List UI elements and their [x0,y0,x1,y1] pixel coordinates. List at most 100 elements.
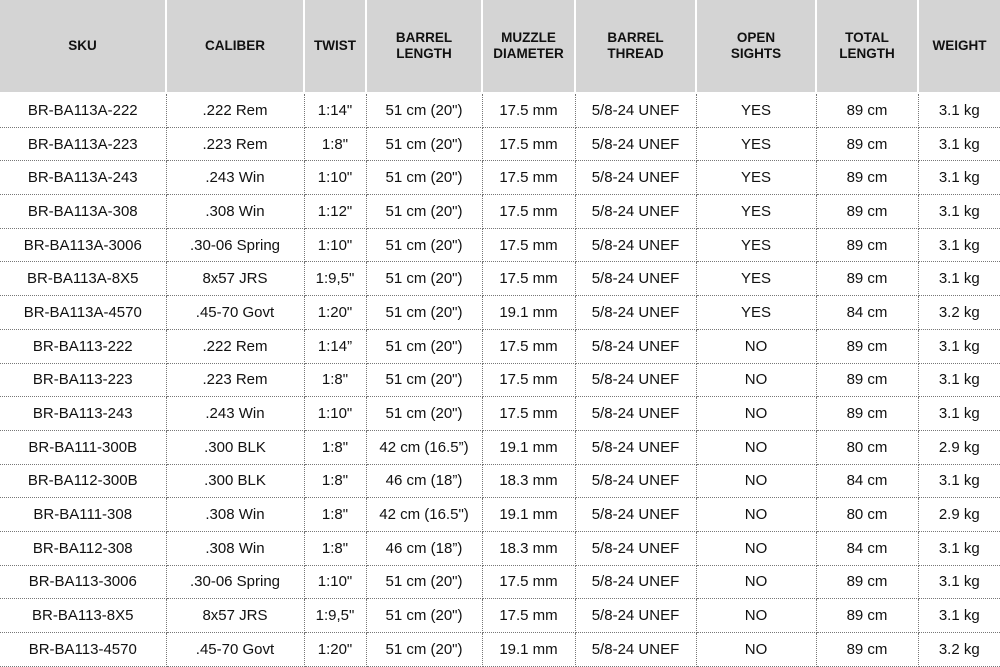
cell-total-length: 89 cm [816,396,919,431]
cell-weight: 3.1 kg [918,160,1000,196]
cell-twist: 1:10" [304,565,367,600]
cell-muzzle-diameter: 17.5 mm [482,93,576,128]
cell-barrel-length: 51 cm (20") [366,565,483,600]
cell-caliber: .223 Rem [166,363,305,398]
cell-total-length: 89 cm [816,228,919,263]
cell-weight: 3.1 kg [918,93,1000,128]
cell-muzzle-diameter: 17.5 mm [482,194,576,229]
cell-barrel-length: 51 cm (20") [366,93,483,128]
cell-sku: BR-BA113-243 [0,396,167,431]
cell-sku: BR-BA113-3006 [0,565,167,600]
cell-caliber: .222 Rem [166,93,305,128]
cell-weight: 3.1 kg [918,565,1000,600]
cell-barrel-length: 51 cm (20") [366,396,483,431]
cell-open-sights: NO [696,632,817,667]
cell-total-length: 84 cm [816,464,919,499]
cell-open-sights: NO [696,531,817,566]
cell-open-sights: YES [696,228,817,263]
cell-barrel-length: 51 cm (20") [366,261,483,297]
cell-total-length: 89 cm [816,261,919,297]
cell-caliber: .308 Win [166,531,305,566]
table-row: BR-BA113-222.222 Rem 1:14” 51 cm (20") 17.5… [0,329,1000,364]
cell-open-sights: NO [696,464,817,499]
cell-muzzle-diameter: 17.5 mm [482,127,576,162]
cell-open-sights: YES [696,127,817,162]
cell-muzzle-diameter: 18.3 mm [482,531,576,566]
cell-open-sights: YES [696,261,817,297]
header-open-sights: OPEN SIGHTS [696,0,817,94]
header-caliber: CALIBER [166,0,305,94]
cell-barrel-thread: 5/8-24 UNEF [575,127,697,162]
cell-twist: 1:10" [304,396,367,431]
cell-barrel-length: 51 cm (20") [366,632,483,667]
cell-total-length: 89 cm [816,329,919,364]
cell-sku: BR-BA113A-243 [0,160,167,196]
cell-total-length: 84 cm [816,295,919,330]
cell-sku: BR-BA111-300B [0,430,167,465]
cell-caliber: .30-06 Spring [166,565,305,600]
cell-weight: 3.1 kg [918,396,1000,431]
cell-twist: 1:8" [304,464,367,499]
table-row: BR-BA113A-4570.45-70 Govt 1:20" 51 cm (20"… [0,295,1000,330]
cell-caliber: .30-06 Spring [166,228,305,263]
cell-caliber: .243 Win [166,160,305,196]
cell-twist: 1:8" [304,497,367,532]
cell-barrel-length: 51 cm (20") [366,598,483,633]
cell-sku: BR-BA113A-8X5 [0,261,167,297]
cell-total-length: 89 cm [816,127,919,162]
cell-caliber: 8x57 JRS [166,261,305,297]
cell-barrel-length: 51 cm (20") [366,295,483,330]
cell-sku: BR-BA113A-3006 [0,228,167,263]
header-weight: WEIGHT [918,0,1000,94]
cell-caliber: .308 Win [166,497,305,532]
cell-total-length: 89 cm [816,565,919,600]
table-row: BR-BA113A-223.223 Rem 1:8" 51 cm (20") 17.5… [0,127,1000,162]
cell-total-length: 89 cm [816,160,919,196]
cell-sku: BR-BA113A-308 [0,194,167,229]
table-row: BR-BA112-300B .300 BLK 1:8" 46 cm (18”) 18.3… [0,464,1000,499]
cell-sku: BR-BA113-223 [0,363,167,398]
cell-weight: 3.1 kg [918,464,1000,499]
cell-barrel-length: 42 cm (16.5") [366,497,483,532]
cell-barrel-thread: 5/8-24 UNEF [575,497,697,532]
cell-sku: BR-BA113A-222 [0,93,167,128]
cell-twist: 1:14” [304,329,367,364]
cell-muzzle-diameter: 19.1 mm [482,430,576,465]
cell-barrel-thread: 5/8-24 UNEF [575,598,697,633]
cell-muzzle-diameter: 17.5 mm [482,363,576,398]
table-row: BR-BA113A-3006.30-06 Spring 1:10" 51 cm (2… [0,228,1000,263]
cell-twist: 1:20" [304,632,367,667]
cell-open-sights: YES [696,194,817,229]
cell-barrel-thread: 5/8-24 UNEF [575,430,697,465]
cell-twist: 1:8" [304,531,367,566]
cell-twist: 1:9,5" [304,261,367,297]
cell-barrel-thread: 5/8-24 UNEF [575,93,697,128]
cell-sku: BR-BA111-308 [0,497,167,532]
cell-open-sights: NO [696,396,817,431]
header-muzzle-diameter: MUZZLE DIAMETER [482,0,576,94]
cell-weight: 3.1 kg [918,194,1000,229]
cell-sku: BR-BA113-8X5 [0,598,167,633]
cell-twist: 1:14" [304,93,367,128]
table-row: BR-BA111-300B .300 BLK 1:8" 42 cm (16.5”) 19… [0,430,1000,465]
cell-weight: 3.2 kg [918,632,1000,667]
cell-caliber: 8x57 JRS [166,598,305,633]
cell-weight: 3.1 kg [918,598,1000,633]
cell-barrel-thread: 5/8-24 UNEF [575,363,697,398]
cell-barrel-length: 51 cm (20") [366,329,483,364]
cell-muzzle-diameter: 19.1 mm [482,497,576,532]
header-barrel-length: BARREL LENGTH [366,0,483,94]
cell-total-length: 89 cm [816,598,919,633]
cell-barrel-thread: 5/8-24 UNEF [575,295,697,330]
table-row: BR-BA113-3006.30-06 Spring 1:10" 51 cm (20… [0,565,1000,600]
cell-barrel-thread: 5/8-24 UNEF [575,531,697,566]
cell-barrel-thread: 5/8-24 UNEF [575,261,697,297]
cell-barrel-thread: 5/8-24 UNEF [575,228,697,263]
table-row: BR-BA113-4570.45-70 Govt 1:20" 51 cm (20")… [0,632,1000,667]
header-barrel-thread: BARREL THREAD [575,0,697,94]
cell-total-length: 89 cm [816,93,919,128]
cell-caliber: .45-70 Govt [166,295,305,330]
cell-weight: 3.1 kg [918,261,1000,297]
cell-caliber: .300 BLK [166,430,305,465]
